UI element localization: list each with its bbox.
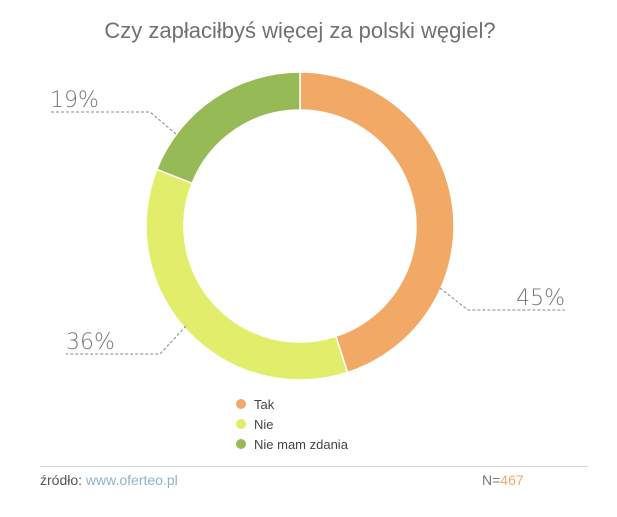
- legend-label-nie-mam-zdania: Nie mam zdania: [254, 436, 348, 452]
- leader-line-nie: [66, 325, 187, 355]
- source-link[interactable]: www.oferteo.pl: [85, 472, 178, 488]
- data-label-nie-mam-zdania: 19%: [50, 88, 99, 113]
- sample-label: N=: [482, 472, 501, 488]
- source-attribution: źródło: www.oferteo.pl: [40, 472, 178, 488]
- slice-tak[interactable]: [299, 71, 455, 374]
- slice-nie[interactable]: [145, 168, 349, 381]
- legend-item-tak[interactable]: Tak: [236, 394, 348, 414]
- data-label-tak: 45%: [516, 286, 565, 311]
- sample-size: N=467: [482, 472, 524, 488]
- source-label: źródło:: [40, 472, 83, 488]
- legend-label-nie: Nie: [254, 416, 274, 432]
- legend-label-tak: Tak: [254, 396, 275, 412]
- legend-item-nie[interactable]: Nie: [236, 414, 348, 434]
- donut-chart: 45% 36% 19%: [50, 71, 565, 381]
- data-label-nie: 36%: [66, 330, 115, 355]
- legend-swatch-nie: [236, 419, 246, 429]
- legend-swatch-tak: [236, 399, 246, 409]
- slice-nie-mam-zdania[interactable]: [155, 71, 301, 185]
- legend-swatch-nie-mam-zdania: [236, 439, 246, 449]
- legend-item-nie-mam-zdania[interactable]: Nie mam zdania: [236, 434, 348, 454]
- chart-legend: Tak Nie Nie mam zdania: [236, 394, 348, 454]
- leader-line-tak: [439, 287, 565, 311]
- leader-line-nie-mam-zdania: [50, 111, 177, 135]
- sample-value: 467: [500, 472, 524, 488]
- footer-divider: [40, 466, 588, 467]
- chart-title: Czy zapłaciłbyś więcej za polski węgiel?: [104, 18, 496, 43]
